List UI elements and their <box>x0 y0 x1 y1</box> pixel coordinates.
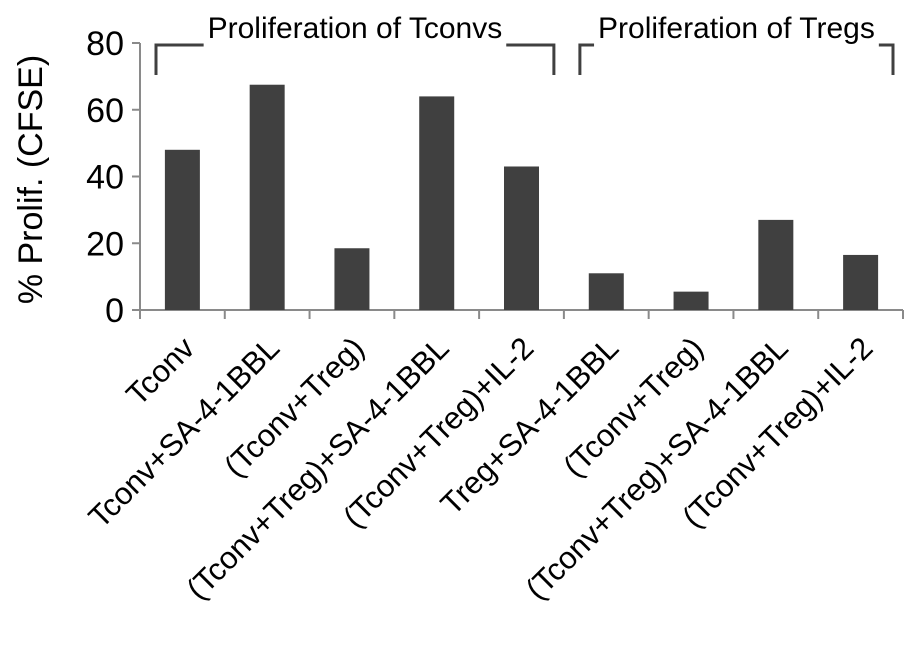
bars <box>164 84 879 311</box>
bar <box>419 96 455 311</box>
y-tick-label: 20 <box>86 225 124 263</box>
bar <box>504 166 539 310</box>
bar <box>843 254 879 310</box>
y-tick-label: 0 <box>105 292 124 330</box>
bar <box>334 248 370 310</box>
group-label-background <box>594 8 879 50</box>
group-label: Proliferation of Tregs <box>598 12 875 45</box>
group-brackets: Proliferation of Tconvs Proliferation of … <box>154 8 895 75</box>
y-tick-label: 40 <box>86 159 124 197</box>
y-ticks: 0 20 40 60 80 <box>86 25 140 330</box>
bar <box>249 84 285 310</box>
bar <box>758 219 794 310</box>
y-axis-title: % Prolif. (CFSE) <box>12 55 50 304</box>
bar <box>164 149 200 310</box>
x-tick-label: Tconv <box>119 330 201 412</box>
bar <box>588 273 624 310</box>
x-tick-labels: TconvTconv+SA-4-1BBL(Tconv+Treg)(Tconv+T… <box>82 330 880 606</box>
bar <box>673 291 709 310</box>
y-tick-label: 60 <box>86 92 124 130</box>
y-tick-label: 80 <box>86 25 124 63</box>
group-label: Proliferation of Tconvs <box>208 12 503 45</box>
group-label-background <box>203 8 507 50</box>
